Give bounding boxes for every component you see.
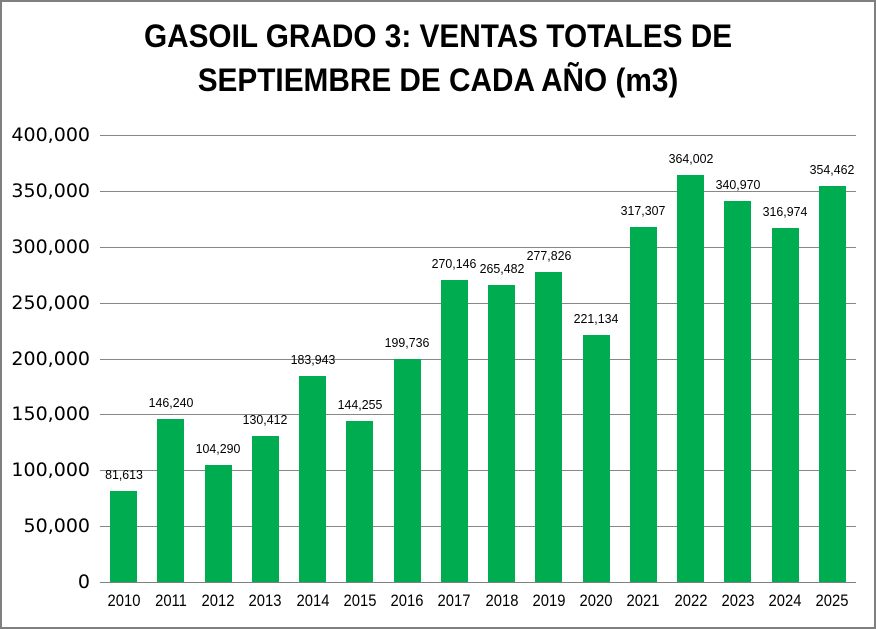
bar-2022 (677, 175, 705, 582)
data-label-2013: 130,412 (243, 412, 288, 428)
gridline-250,000 (100, 302, 856, 304)
data-label-2016: 199,736 (384, 334, 430, 350)
data-label-2010: 81,613 (104, 466, 143, 482)
data-label-2025: 354,462 (810, 161, 855, 177)
bar-2019 (535, 271, 563, 582)
x-axis-tick-label-2016: 2016 (390, 591, 424, 610)
y-axis-tick-label-50,000: 50,000 (23, 515, 90, 538)
x-axis-tick-label-2022: 2022 (674, 591, 708, 610)
x-axis-tick-label-2017: 2017 (437, 591, 471, 610)
x-axis-tick-label-2019: 2019 (532, 591, 566, 610)
gridline-200,000 (100, 358, 856, 360)
y-axis-tick-label-100,000: 100,000 (11, 459, 90, 482)
gridline-100,000 (100, 470, 856, 472)
data-label-2022: 364,002 (668, 151, 713, 167)
y-axis-tick-label-400,000: 400,000 (11, 124, 90, 146)
bar-2013 (251, 436, 279, 582)
bar-2016 (393, 358, 421, 582)
x-axis-tick-label-2014: 2014 (296, 591, 330, 610)
y-axis-tick-label-300,000: 300,000 (11, 235, 90, 258)
chart-title: GASOIL GRADO 3: VENTAS TOTALES DE SEPTIE… (33, 14, 844, 102)
x-axis-tick-label-2012: 2012 (201, 591, 235, 610)
bar-2017 (440, 280, 468, 582)
x-axis-tick-label-2024: 2024 (768, 591, 802, 610)
bar-2014 (299, 376, 327, 582)
gridline-50,000 (100, 526, 856, 528)
bar-2025 (818, 185, 846, 582)
x-axis-tick-label-2025: 2025 (815, 591, 849, 610)
data-label-2015: 144,255 (337, 396, 383, 412)
y-axis-tick-label-250,000: 250,000 (11, 291, 90, 314)
data-label-2021: 317,307 (621, 203, 666, 219)
x-axis-tick-label-2018: 2018 (485, 591, 519, 610)
x-axis-tick-label-2015: 2015 (343, 591, 377, 610)
bar-2024 (771, 227, 799, 582)
x-axis-tick-label-2021: 2021 (626, 591, 660, 610)
x-axis-tick-label-2023: 2023 (721, 591, 755, 610)
data-label-2011: 146,240 (148, 394, 194, 410)
data-label-2023: 340,970 (715, 176, 761, 192)
data-label-2014: 183,943 (290, 352, 335, 368)
bar-2015 (346, 420, 374, 582)
bar-2012 (204, 465, 232, 582)
data-label-2012: 104,290 (195, 441, 241, 457)
bar-2020 (582, 334, 610, 582)
x-axis-tick-label-2013: 2013 (248, 591, 282, 610)
gridline-150,000 (100, 414, 856, 416)
y-axis-tick-label-150,000: 150,000 (11, 403, 90, 426)
gridline-300,000 (100, 246, 856, 248)
x-axis-line (100, 582, 856, 583)
data-label-2020: 221,134 (573, 310, 619, 326)
data-label-2018: 265,482 (479, 261, 524, 277)
gridline-400,000 (100, 135, 856, 136)
bar-2011 (157, 418, 185, 582)
bar-2023 (724, 200, 752, 582)
y-axis-tick-label-0: 0 (77, 571, 90, 593)
bar-2018 (488, 285, 516, 582)
x-axis-tick-label-2010: 2010 (107, 591, 141, 610)
y-axis-tick-label-200,000: 200,000 (11, 347, 90, 370)
plot-area: 81,613 146,240 104,290 130,412 183,943 144,25… (100, 135, 856, 583)
bar-2010 (110, 490, 138, 582)
data-label-2017: 270,146 (432, 256, 477, 272)
data-label-2019: 277,826 (526, 247, 572, 263)
data-label-2024: 316,974 (762, 203, 808, 219)
chart-title-line-2: SEPTIEMBRE DE CADA AÑO (m3) (197, 62, 679, 98)
chart-title-line-1: GASOIL GRADO 3: VENTAS TOTALES DE (143, 18, 733, 54)
x-axis-tick-label-2020: 2020 (579, 591, 613, 610)
gridline-350,000 (100, 190, 856, 192)
bar-2021 (629, 227, 657, 582)
y-axis-tick-label-350,000: 350,000 (11, 179, 90, 202)
x-axis-tick-label-2011: 2011 (154, 591, 187, 610)
